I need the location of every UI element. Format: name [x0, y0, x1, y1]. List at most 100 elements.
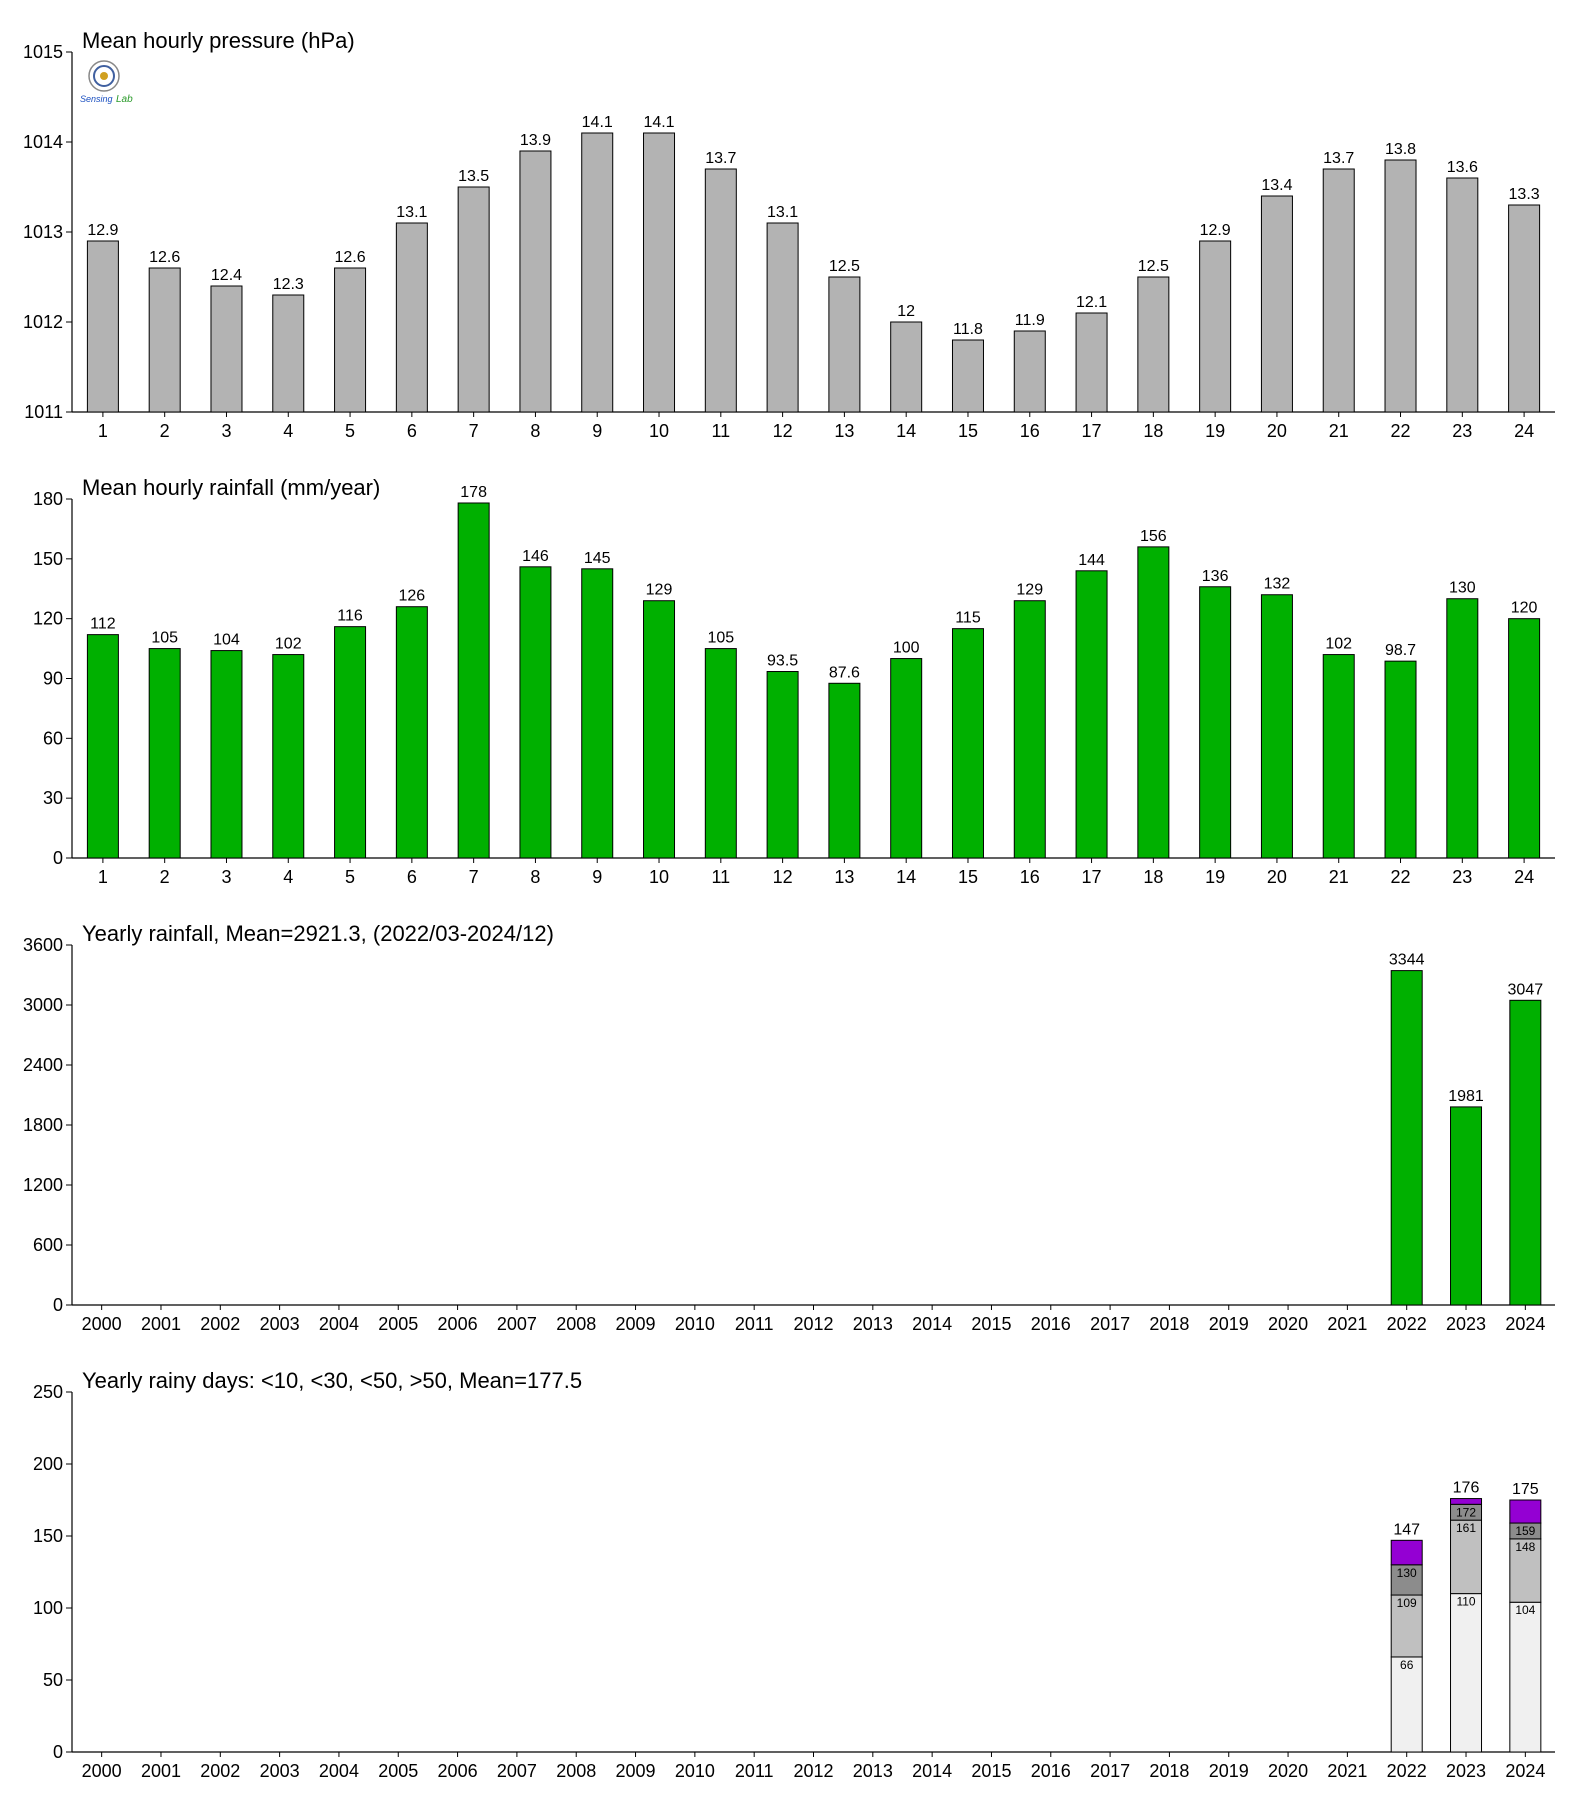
bar: [1384, 660, 1417, 859]
x-tick-label: 2018: [1149, 1314, 1189, 1334]
y-tick-label: 1013: [23, 222, 63, 242]
x-tick-label: 2006: [438, 1761, 478, 1781]
y-tick-label: 1014: [23, 132, 63, 152]
data-label: 115: [955, 610, 981, 627]
bar: [395, 606, 428, 859]
x-tick-label: 22: [1391, 421, 1411, 441]
x-tick-label: 2020: [1268, 1761, 1308, 1781]
x-tick-label: 7: [469, 421, 479, 441]
data-label: 178: [460, 484, 487, 501]
chart-title: Yearly rainy days: <10, <30, <50, >50, M…: [82, 1368, 582, 1393]
x-tick-label: 2002: [200, 1314, 240, 1334]
segment-label: 148: [1515, 1540, 1535, 1554]
data-label: 11.8: [953, 321, 983, 338]
x-tick-label: 2008: [556, 1314, 596, 1334]
bar: [1260, 195, 1293, 413]
y-tick-label: 1011: [24, 402, 63, 422]
data-label: 13.3: [1509, 186, 1540, 203]
x-tick-label: 2014: [912, 1314, 952, 1334]
data-label: 12: [897, 303, 915, 320]
x-tick-label: 2017: [1090, 1314, 1130, 1334]
data-label: 12.3: [273, 276, 304, 293]
data-label: 176: [1453, 1480, 1480, 1497]
data-label: 112: [90, 616, 116, 633]
x-tick-label: 14: [896, 421, 916, 441]
x-tick-label: 21: [1329, 867, 1349, 887]
bar: [951, 628, 984, 859]
x-tick-label: 19: [1205, 867, 1225, 887]
data-label: 12.1: [1076, 294, 1107, 311]
data-label: 100: [893, 640, 920, 657]
data-label: 102: [1325, 636, 1352, 653]
x-tick-label: 24: [1514, 867, 1534, 887]
data-label: 14.1: [643, 114, 674, 131]
bar: [1013, 330, 1046, 413]
x-tick-label: 2021: [1327, 1314, 1367, 1334]
data-label: 120: [1511, 600, 1538, 617]
x-tick-label: 14: [896, 867, 916, 887]
data-label: 13.5: [458, 168, 489, 185]
bar: [334, 626, 367, 859]
y-tick-label: 60: [43, 728, 63, 748]
bar: [1508, 204, 1541, 413]
x-tick-label: 20: [1267, 421, 1287, 441]
data-label: 13.7: [1323, 150, 1354, 167]
bar: [457, 502, 490, 859]
x-tick-label: 2001: [141, 1761, 181, 1781]
logo-text-top: Sensing: [80, 94, 113, 104]
y-tick-label: 0: [53, 1295, 63, 1315]
y-tick-label: 90: [43, 669, 63, 689]
bar: [890, 658, 923, 859]
x-tick-label: 2022: [1387, 1761, 1427, 1781]
x-tick-label: 2023: [1446, 1314, 1486, 1334]
y-tick-label: 120: [33, 609, 63, 629]
y-tick-label: 1015: [23, 42, 63, 62]
data-label: 13.7: [705, 150, 736, 167]
x-tick-label: 2006: [438, 1314, 478, 1334]
bar: [1446, 598, 1479, 859]
bar: [457, 186, 490, 413]
y-tick-label: 30: [43, 788, 63, 808]
y-tick-label: 1800: [23, 1115, 63, 1135]
x-tick-label: 2024: [1505, 1761, 1545, 1781]
x-tick-label: 5: [345, 867, 355, 887]
x-tick-label: 2013: [853, 1314, 893, 1334]
stacked-bar-segment: [1390, 1656, 1423, 1753]
x-tick-label: 2004: [319, 1314, 359, 1334]
stacked-bar-segment: [1390, 1539, 1423, 1566]
x-tick-label: 2004: [319, 1761, 359, 1781]
data-label: 12.6: [334, 249, 365, 266]
data-label: 102: [275, 636, 302, 653]
bar: [210, 650, 243, 859]
x-tick-label: 9: [592, 421, 602, 441]
data-label: 136: [1202, 568, 1229, 585]
x-tick-label: 16: [1020, 421, 1040, 441]
x-tick-label: 8: [530, 867, 540, 887]
stacked-bar-segment: [1509, 1601, 1542, 1753]
bar: [1446, 177, 1479, 413]
bar: [1075, 570, 1108, 859]
y-tick-label: 600: [33, 1235, 63, 1255]
x-tick-label: 12: [773, 421, 793, 441]
x-tick-label: 16: [1020, 867, 1040, 887]
x-tick-label: 18: [1143, 867, 1163, 887]
x-tick-label: 2012: [793, 1314, 833, 1334]
chart-title: Yearly rainfall, Mean=2921.3, (2022/03-2…: [82, 921, 554, 946]
y-tick-label: 150: [33, 549, 63, 569]
y-tick-label: 1200: [23, 1175, 63, 1195]
x-tick-label: 10: [649, 867, 669, 887]
bar: [1260, 594, 1293, 859]
x-tick-label: 2000: [82, 1761, 122, 1781]
x-tick-label: 2018: [1149, 1761, 1189, 1781]
stacked-bar-segment: [1509, 1499, 1542, 1524]
data-label: 13.6: [1447, 159, 1478, 176]
data-label: 13.9: [520, 132, 551, 149]
segment-label: 66: [1400, 1658, 1414, 1672]
y-tick-label: 200: [33, 1454, 63, 1474]
bar: [951, 339, 984, 413]
y-tick-label: 180: [33, 489, 63, 509]
data-label: 12.4: [211, 267, 242, 284]
data-label: 156: [1140, 528, 1167, 545]
x-tick-label: 2001: [141, 1314, 181, 1334]
